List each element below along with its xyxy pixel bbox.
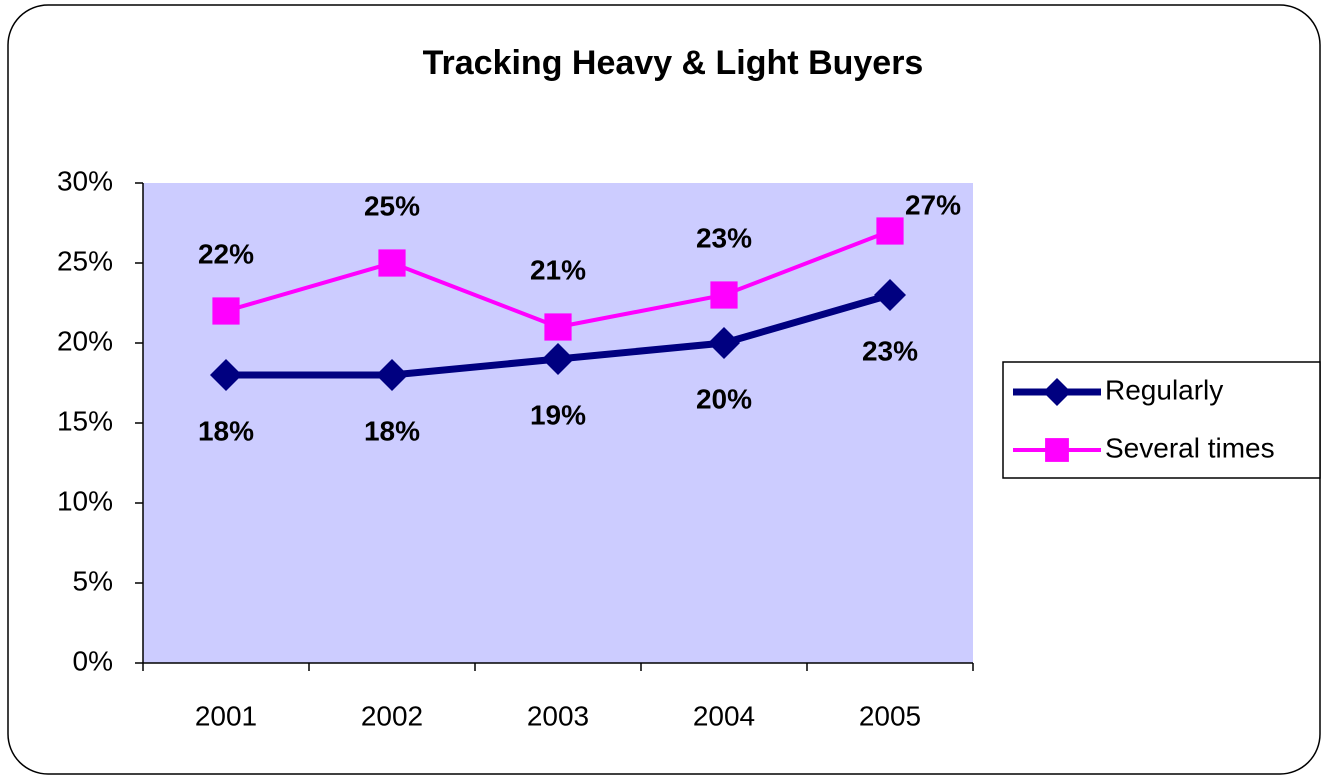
x-tick-label: 2004 bbox=[693, 700, 755, 731]
data-label: 20% bbox=[696, 383, 752, 414]
series-marker bbox=[212, 297, 240, 325]
legend-label: Regularly bbox=[1105, 374, 1223, 405]
y-tick-label: 20% bbox=[57, 325, 113, 356]
plot-area bbox=[143, 183, 973, 663]
data-label: 23% bbox=[862, 335, 918, 366]
data-label: 18% bbox=[364, 415, 420, 446]
y-tick-label: 30% bbox=[57, 165, 113, 196]
legend-marker bbox=[1043, 378, 1071, 406]
series-marker bbox=[874, 279, 906, 311]
legend-label: Several times bbox=[1105, 432, 1275, 463]
data-label: 19% bbox=[530, 399, 586, 430]
series-marker bbox=[210, 359, 242, 391]
chart-title: Tracking Heavy & Light Buyers bbox=[423, 44, 924, 82]
series-marker bbox=[876, 217, 904, 245]
data-label: 21% bbox=[530, 254, 586, 285]
series-marker bbox=[544, 313, 572, 341]
x-tick-label: 2005 bbox=[859, 700, 921, 731]
data-label: 23% bbox=[696, 222, 752, 253]
y-tick-label: 25% bbox=[57, 245, 113, 276]
data-label: 18% bbox=[198, 415, 254, 446]
y-tick-label: 10% bbox=[57, 485, 113, 516]
y-tick-label: 0% bbox=[73, 645, 113, 676]
x-tick-label: 2001 bbox=[195, 700, 257, 731]
y-tick-label: 5% bbox=[73, 565, 113, 596]
series-marker bbox=[376, 359, 408, 391]
legend-marker bbox=[1045, 438, 1069, 462]
series-marker bbox=[542, 343, 574, 375]
series-marker bbox=[710, 281, 738, 309]
x-tick-label: 2002 bbox=[361, 700, 423, 731]
data-label: 27% bbox=[905, 189, 961, 220]
data-label: 25% bbox=[364, 190, 420, 221]
data-label: 22% bbox=[198, 238, 254, 269]
y-tick-label: 15% bbox=[57, 405, 113, 436]
series-marker bbox=[708, 327, 740, 359]
x-tick-label: 2003 bbox=[527, 700, 589, 731]
series-marker bbox=[378, 249, 406, 277]
